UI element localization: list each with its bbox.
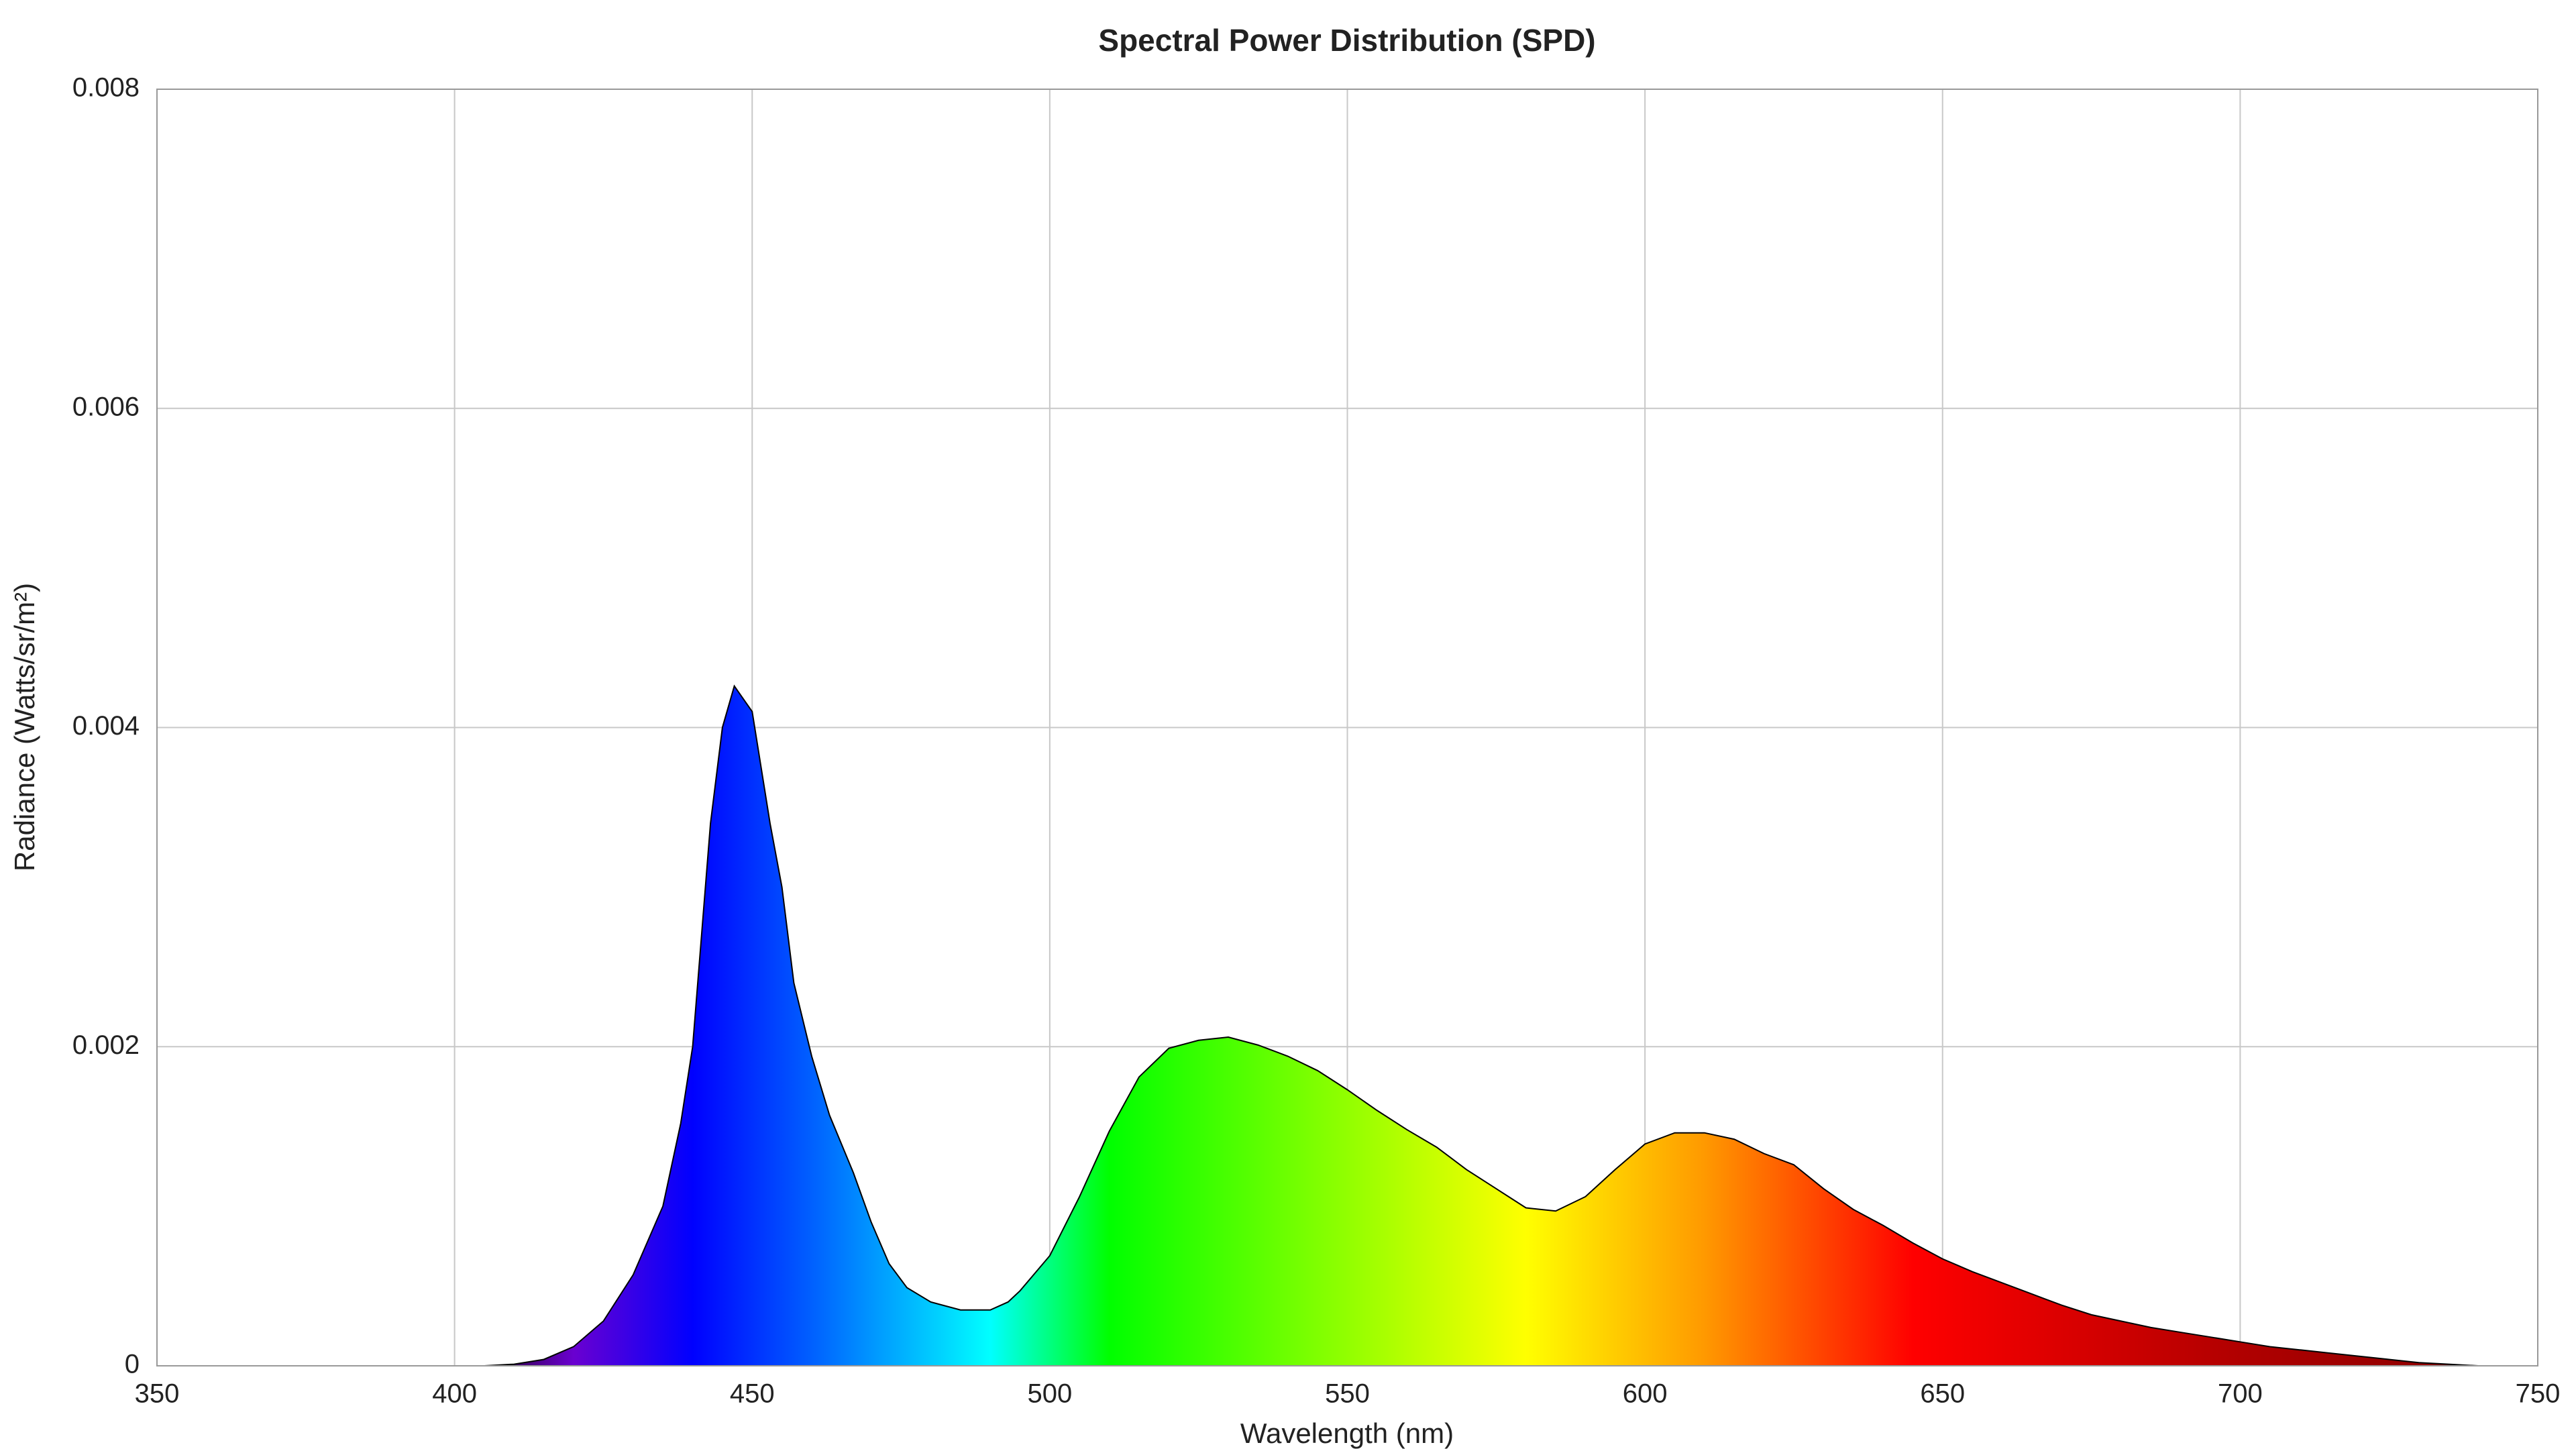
x-tick-label: 700 xyxy=(2218,1379,2263,1409)
y-tick-label: 0.008 xyxy=(72,73,140,103)
x-tick-label: 350 xyxy=(135,1379,180,1409)
spectrum-area xyxy=(157,686,2538,1366)
spectrum-line xyxy=(157,684,2538,1366)
y-tick-label: 0.002 xyxy=(72,1030,140,1060)
x-tick-label: 650 xyxy=(1920,1379,1965,1409)
y-axis-label: Radiance (Watts/sr/m²) xyxy=(9,583,40,871)
x-axis-label: Wavelength (nm) xyxy=(1240,1417,1454,1449)
x-tick-label: 400 xyxy=(432,1379,477,1409)
x-tick-label: 750 xyxy=(2516,1379,2561,1409)
x-tick-label: 500 xyxy=(1028,1379,1073,1409)
x-tick-label: 600 xyxy=(1623,1379,1668,1409)
y-tick-label: 0.004 xyxy=(72,711,140,741)
x-tick-label: 450 xyxy=(730,1379,775,1409)
y-tick-label: 0.006 xyxy=(72,392,140,421)
y-tick-label: 0 xyxy=(125,1350,140,1379)
x-tick-label: 550 xyxy=(1325,1379,1370,1409)
chart-title: Spectral Power Distribution (SPD) xyxy=(1098,23,1595,58)
plot-frame xyxy=(156,89,2538,1366)
